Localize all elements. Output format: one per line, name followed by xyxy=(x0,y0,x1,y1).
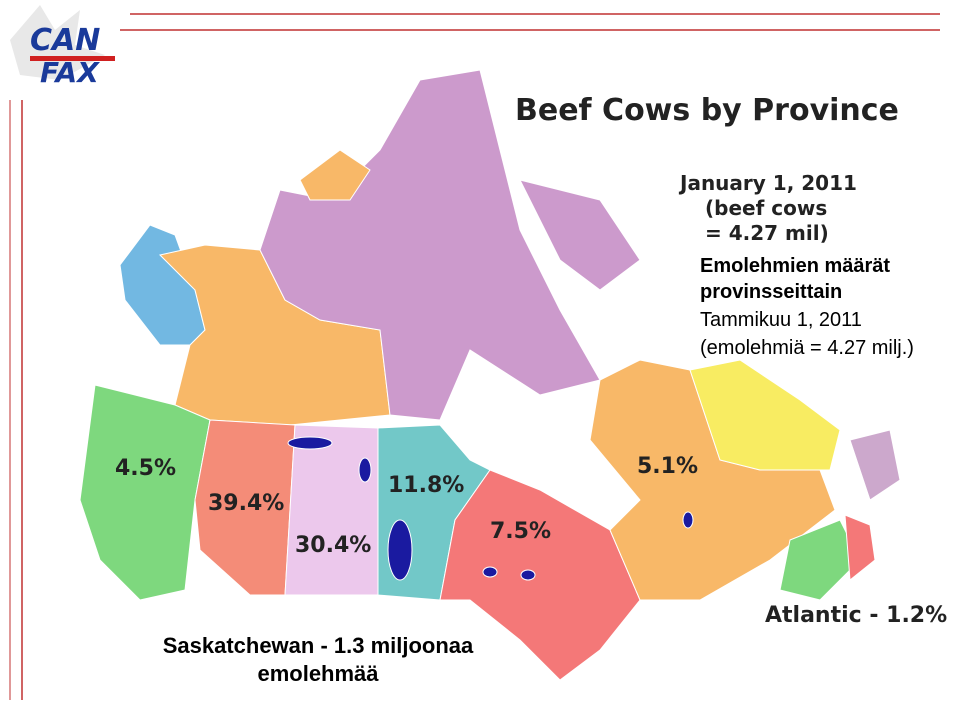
region-label: 30.4% xyxy=(295,533,371,558)
labrador xyxy=(689,359,841,471)
saskatchewan xyxy=(284,424,379,596)
region-label: 5.1% xyxy=(637,454,698,479)
logo: CAN FAX xyxy=(10,5,115,89)
lake xyxy=(682,511,694,529)
logo-stripe xyxy=(30,56,115,61)
title: Beef Cows by Province xyxy=(515,93,899,128)
region-label: Atlantic - 1.2% xyxy=(765,603,947,628)
subtitle: = 4.27 mil) xyxy=(705,221,829,245)
subtitle: (beef cows xyxy=(705,196,827,220)
lake xyxy=(287,436,333,450)
island xyxy=(519,179,641,291)
maple-leaf xyxy=(10,5,105,80)
logo-text: FAX xyxy=(40,56,100,89)
nova-scotia xyxy=(844,514,876,581)
region-label: 4.5% xyxy=(115,456,176,481)
footer: Saskatchewan - 1.3 miljoonaa xyxy=(163,633,474,658)
lake xyxy=(358,457,372,483)
translation-line: (emolehmiä = 4.27 milj.) xyxy=(700,337,914,359)
nunavut xyxy=(259,69,601,421)
british-columbia xyxy=(79,384,211,601)
lake xyxy=(520,569,536,581)
ontario xyxy=(439,469,641,681)
region-label: 11.8% xyxy=(388,473,464,498)
new-brunswick xyxy=(779,519,861,601)
lake xyxy=(387,519,413,581)
footer: emolehmää xyxy=(257,661,379,686)
region-label: 7.5% xyxy=(490,519,551,544)
island xyxy=(299,149,371,201)
logo-text: CAN xyxy=(30,23,100,58)
newfoundland xyxy=(849,429,901,501)
map xyxy=(79,69,901,681)
lake xyxy=(482,566,498,578)
translation-line: provinsseittain xyxy=(700,281,842,303)
subtitle: January 1, 2011 xyxy=(678,171,857,195)
region-label: 39.4% xyxy=(208,491,284,516)
labels: Beef Cows by Province January 1, 2011 (b… xyxy=(115,93,947,628)
translation: Emolehmien määrät provinsseittain Tammik… xyxy=(163,255,914,686)
translation-line: Emolehmien määrät xyxy=(700,255,890,277)
translation-line: Tammikuu 1, 2011 xyxy=(700,309,862,331)
